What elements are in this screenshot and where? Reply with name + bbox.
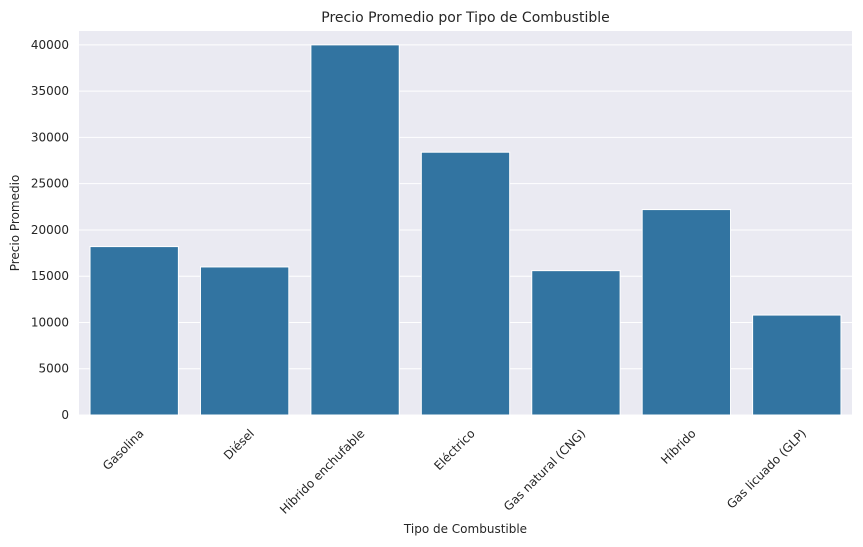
y-tick-label: 40000: [31, 38, 69, 52]
y-tick-label: 30000: [31, 130, 69, 144]
bar: [641, 209, 732, 416]
bar: [420, 151, 511, 416]
bar: [310, 44, 400, 416]
x-tick-label: Gas natural (CNG): [501, 426, 588, 513]
y-tick-labels: 0 5000 10000 15000 20000 25000 30000 35000 40000: [31, 38, 69, 422]
x-tick-label: Gas licuado (GLP): [724, 426, 809, 511]
bar: [752, 314, 842, 416]
y-tick-label: 10000: [31, 315, 69, 329]
y-tick-label: 5000: [38, 362, 69, 376]
y-tick-label: 20000: [31, 223, 69, 237]
x-tick-label: Híbrido enchufable: [277, 426, 367, 516]
x-axis-label: Tipo de Combustible: [403, 522, 527, 536]
bar: [89, 246, 179, 416]
y-tick-label: 15000: [31, 269, 69, 283]
bar: [199, 266, 290, 416]
y-axis-label: Precio Promedio: [8, 175, 22, 272]
x-tick-labels: Gasolina Diésel Híbrido enchufable Eléctric…: [100, 426, 809, 516]
x-tick-label: Gasolina: [100, 426, 147, 473]
bar: [531, 270, 621, 416]
chart-title: Precio Promedio por Tipo de Combustible: [321, 10, 609, 26]
x-tick-label: Híbrido: [658, 426, 698, 466]
x-tick-label: Diésel: [221, 426, 257, 462]
y-tick-label: 25000: [31, 177, 69, 191]
bars: [89, 44, 842, 416]
y-tick-label: 35000: [31, 84, 69, 98]
x-tick-label: Eléctrico: [431, 426, 478, 473]
y-tick-label: 0: [61, 408, 69, 422]
